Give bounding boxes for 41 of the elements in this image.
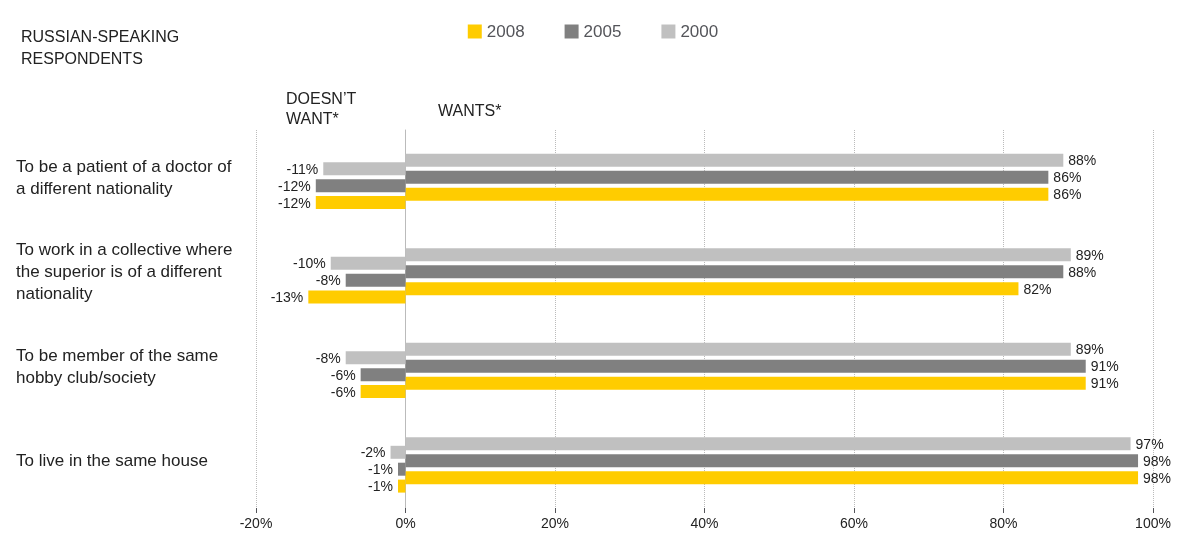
data-label: -6% [330, 366, 356, 383]
x-tick-label: 100% [1135, 515, 1171, 531]
data-label: -13% [270, 289, 304, 306]
data-label: 98% [1143, 469, 1172, 486]
y-tick-label: To be member of the same hobby club/society [16, 345, 223, 387]
text: RUSSIAN-SPEAKING RESPONDENTS [21, 27, 184, 67]
legend-label: 2008 [486, 22, 525, 41]
data-label: 82% [1023, 280, 1052, 297]
data-label: 97% [1135, 435, 1164, 452]
data-label: 89% [1075, 341, 1104, 358]
legend-label: 2000 [680, 22, 719, 41]
data-label: 98% [1143, 452, 1172, 469]
x-tick-label: 80% [989, 515, 1018, 531]
y-tick-label: To work in a collective where the superior is of a different nationality [16, 240, 238, 304]
data-label: 86% [1053, 169, 1082, 186]
x-tick-label: 0% [395, 515, 416, 531]
x-tick-label: 60% [839, 515, 869, 531]
legend-label: 2005 [583, 22, 622, 41]
data-label: -11% [286, 160, 319, 177]
data-label: -6% [330, 383, 356, 400]
data-label: 86% [1053, 186, 1082, 203]
y-tick-label: To live in the same house [16, 451, 208, 471]
data-label: 89% [1075, 246, 1104, 263]
data-label: 88% [1068, 152, 1097, 169]
x-tick-label: 20% [540, 515, 570, 531]
data-label: -8% [315, 349, 341, 366]
x-tick-label: 40% [690, 515, 719, 531]
data-label: 91% [1090, 375, 1119, 392]
data-label: -1% [368, 461, 394, 478]
data-label: -1% [368, 478, 394, 495]
data-label: -12% [278, 194, 311, 211]
data-label: 88% [1068, 263, 1097, 280]
text: DOESN’T WANT* [286, 89, 361, 127]
data-label: -10% [293, 255, 326, 272]
data-label: 91% [1090, 358, 1119, 375]
text: WANTS* [438, 101, 502, 119]
x-tick-label: -20% [239, 515, 273, 531]
y-tick-label: To be a patient of a doctor of a different nationality [16, 156, 237, 198]
data-label: -8% [315, 272, 341, 289]
data-label: -2% [360, 444, 386, 461]
data-label: -12% [278, 177, 311, 194]
